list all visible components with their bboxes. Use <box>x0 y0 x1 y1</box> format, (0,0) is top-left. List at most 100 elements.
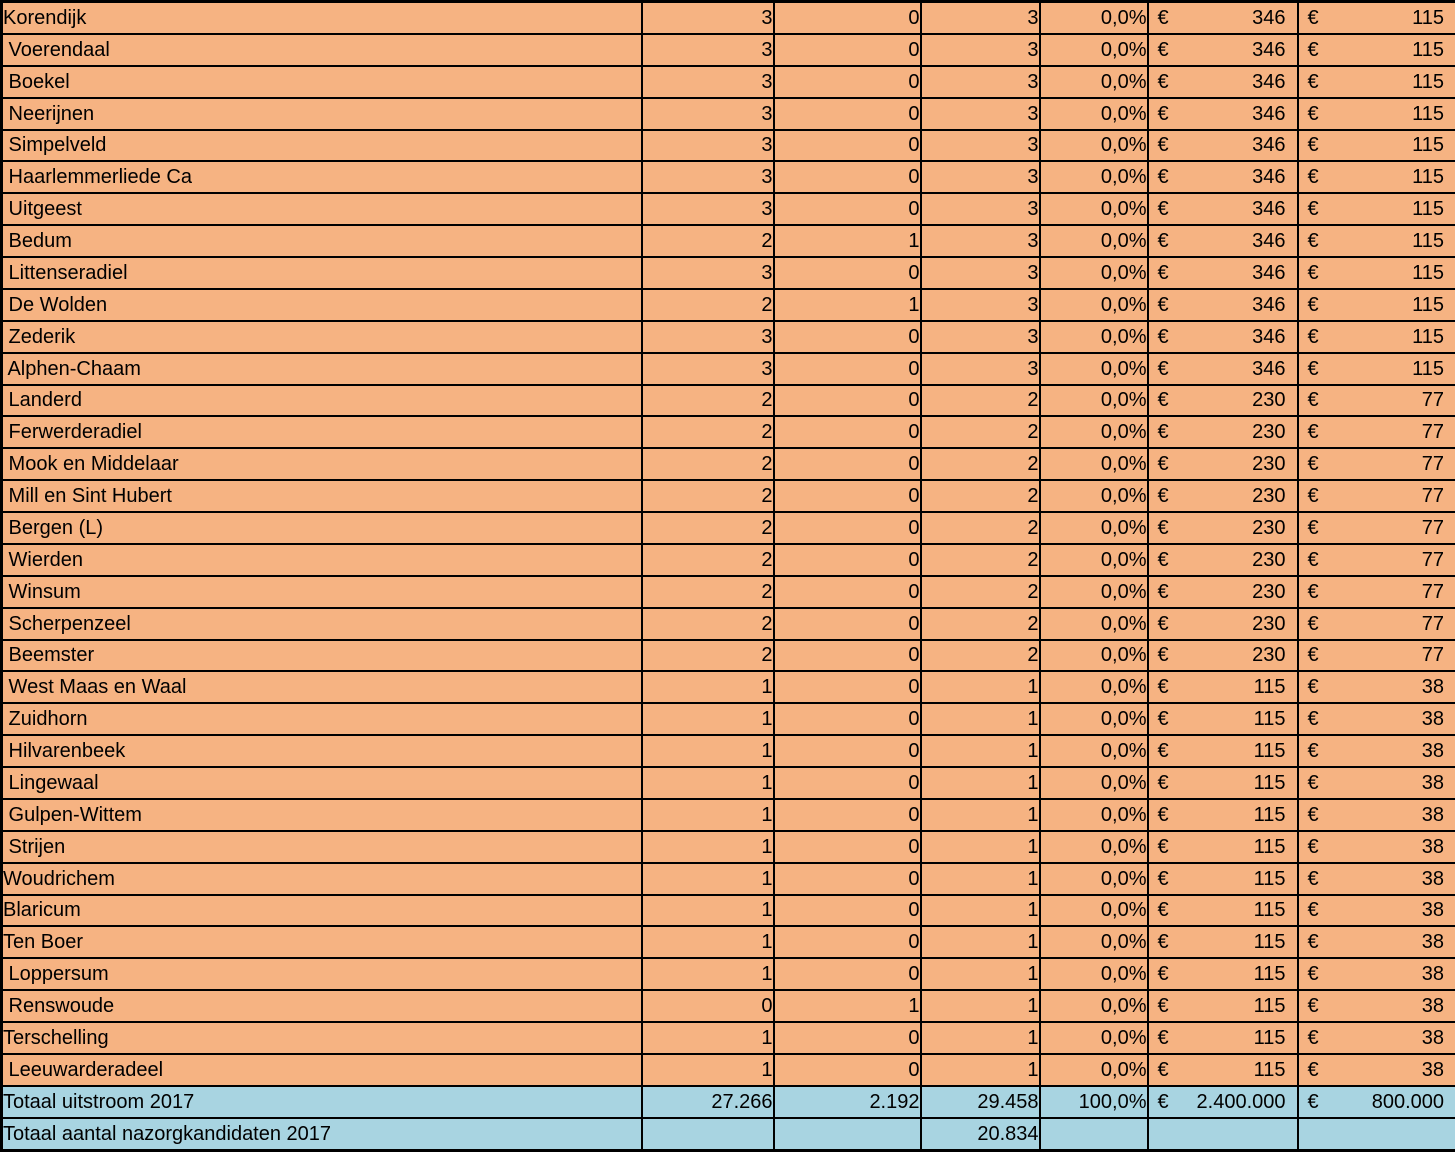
cell-municipality[interactable]: Uitgeest <box>0 192 643 227</box>
cell-value-3[interactable]: 2 <box>919 638 1041 673</box>
cell-amount-2[interactable]: €115 <box>1296 32 1455 67</box>
cell-value-3[interactable]: 1 <box>919 702 1041 737</box>
cell-percentage[interactable]: 0,0% <box>1038 1021 1149 1055</box>
cell-amount-1[interactable]: €346 <box>1146 351 1299 386</box>
cell-municipality[interactable]: Zederik <box>0 319 643 354</box>
cell-amount-2[interactable]: €115 <box>1296 224 1455 259</box>
cell-amount-2[interactable]: €77 <box>1296 447 1455 482</box>
cell-amount-2[interactable]: €115 <box>1296 128 1455 163</box>
cell-municipality[interactable]: Voerendaal <box>0 32 643 67</box>
cell-percentage[interactable]: 0,0% <box>1038 383 1149 418</box>
cell-amount-2[interactable]: €38 <box>1296 734 1455 769</box>
cell-amount-1[interactable]: €230 <box>1146 542 1299 577</box>
cell-value-3[interactable]: 1 <box>919 797 1041 832</box>
cell-amount-1[interactable]: €230 <box>1146 606 1299 641</box>
cell-value-1[interactable]: 3 <box>640 192 775 227</box>
cell-value-3[interactable]: 3 <box>919 224 1041 259</box>
cell-amount-2[interactable]: €115 <box>1296 287 1455 322</box>
cell-municipality[interactable]: Winsum <box>0 574 643 609</box>
cell-value-3[interactable]: 2 <box>919 574 1041 609</box>
cell-amount-2[interactable]: €38 <box>1296 1052 1455 1087</box>
cell-amount-1[interactable]: €115 <box>1146 670 1299 705</box>
cell-value-3[interactable]: 2 <box>919 383 1041 418</box>
cell-value-3[interactable]: 2 <box>919 479 1041 514</box>
cell-value-2[interactable]: 0 <box>772 734 922 769</box>
cell-value-2[interactable]: 0 <box>772 96 922 131</box>
cell-municipality[interactable]: Leeuwarderadeel <box>0 1052 643 1087</box>
cell-value-3[interactable]: 1 <box>919 766 1041 800</box>
cell-amount-2[interactable]: €38 <box>1296 702 1455 737</box>
cell-value-3[interactable]: 3 <box>919 64 1041 99</box>
cell-value-1[interactable]: 1 <box>640 797 775 832</box>
cell-value-2[interactable]: 0 <box>772 957 922 992</box>
cell-amount-2[interactable]: €77 <box>1296 542 1455 577</box>
cell-value-2[interactable]: 0 <box>772 702 922 737</box>
cell-percentage[interactable]: 0,0% <box>1038 96 1149 131</box>
cell-value-3[interactable]: 3 <box>919 96 1041 131</box>
cell-percentage[interactable]: 0,0% <box>1038 415 1149 450</box>
cell-value-2[interactable]: 0 <box>772 128 922 163</box>
cell-value-3[interactable]: 3 <box>919 287 1041 322</box>
cell-municipality[interactable]: Blaricum <box>0 893 643 928</box>
cell-amount-2[interactable]: €115 <box>1296 96 1455 131</box>
cell-amount-1[interactable]: €346 <box>1146 32 1299 67</box>
cell-amount-1[interactable]: €230 <box>1146 511 1299 545</box>
cell-value-3[interactable]: 2 <box>919 542 1041 577</box>
cell-value-2[interactable] <box>772 1116 922 1152</box>
cell-percentage[interactable]: 0,0% <box>1038 351 1149 386</box>
cell-amount-1[interactable]: €230 <box>1146 574 1299 609</box>
cell-value-1[interactable]: 2 <box>640 542 775 577</box>
cell-municipality[interactable]: Bergen (L) <box>0 511 643 545</box>
cell-percentage[interactable]: 0,0% <box>1038 542 1149 577</box>
cell-value-3[interactable]: 1 <box>919 1021 1041 1055</box>
cell-value-2[interactable]: 0 <box>772 319 922 354</box>
cell-amount-2[interactable]: €38 <box>1296 829 1455 864</box>
cell-percentage[interactable]: 0,0% <box>1038 1052 1149 1087</box>
cell-value-1[interactable]: 1 <box>640 734 775 769</box>
cell-value-1[interactable]: 1 <box>640 957 775 992</box>
cell-value-1[interactable]: 2 <box>640 479 775 514</box>
cell-percentage[interactable]: 0,0% <box>1038 192 1149 227</box>
cell-value-1[interactable]: 1 <box>640 829 775 864</box>
cell-value-3[interactable]: 1 <box>919 734 1041 769</box>
cell-amount-2[interactable]: €38 <box>1296 1021 1455 1055</box>
cell-value-2[interactable]: 0 <box>772 670 922 705</box>
cell-percentage[interactable]: 0,0% <box>1038 256 1149 290</box>
cell-value-1[interactable]: 1 <box>640 766 775 800</box>
cell-value-1[interactable]: 0 <box>640 989 775 1024</box>
cell-value-2[interactable]: 0 <box>772 638 922 673</box>
cell-value-2[interactable]: 0 <box>772 192 922 227</box>
cell-percentage[interactable]: 0,0% <box>1038 479 1149 514</box>
cell-value-2[interactable]: 0 <box>772 0 922 35</box>
cell-value-2[interactable]: 0 <box>772 256 922 290</box>
cell-amount-1[interactable]: €115 <box>1146 861 1299 896</box>
cell-value-1[interactable]: 3 <box>640 96 775 131</box>
cell-amount-1[interactable]: €115 <box>1146 766 1299 800</box>
cell-value-1[interactable]: 1 <box>640 925 775 960</box>
cell-municipality[interactable]: Loppersum <box>0 957 643 992</box>
cell-value-1[interactable]: 1 <box>640 702 775 737</box>
cell-value-1[interactable]: 3 <box>640 351 775 386</box>
cell-amount-1[interactable]: €346 <box>1146 287 1299 322</box>
cell-amount-2[interactable]: €38 <box>1296 925 1455 960</box>
cell-municipality[interactable]: Landerd <box>0 383 643 418</box>
cell-value-2[interactable]: 0 <box>772 861 922 896</box>
cell-percentage[interactable]: 0,0% <box>1038 989 1149 1024</box>
cell-municipality[interactable]: Neerijnen <box>0 96 643 131</box>
cell-amount-2[interactable]: €38 <box>1296 957 1455 992</box>
cell-municipality[interactable]: Mook en Middelaar <box>0 447 643 482</box>
cell-value-3[interactable]: 2 <box>919 511 1041 545</box>
cell-amount-2[interactable]: €38 <box>1296 797 1455 832</box>
cell-value-2[interactable]: 0 <box>772 479 922 514</box>
cell-percentage[interactable]: 0,0% <box>1038 319 1149 354</box>
cell-percentage[interactable]: 0,0% <box>1038 861 1149 896</box>
cell-value-1[interactable]: 1 <box>640 1021 775 1055</box>
cell-municipality[interactable]: Lingewaal <box>0 766 643 800</box>
cell-value-3[interactable]: 3 <box>919 351 1041 386</box>
cell-percentage[interactable]: 0,0% <box>1038 766 1149 800</box>
cell-municipality[interactable]: Wierden <box>0 542 643 577</box>
cell-amount-2[interactable]: €115 <box>1296 319 1455 354</box>
cell-percentage[interactable]: 0,0% <box>1038 957 1149 992</box>
cell-percentage[interactable]: 0,0% <box>1038 925 1149 960</box>
cell-municipality[interactable]: Gulpen-Wittem <box>0 797 643 832</box>
